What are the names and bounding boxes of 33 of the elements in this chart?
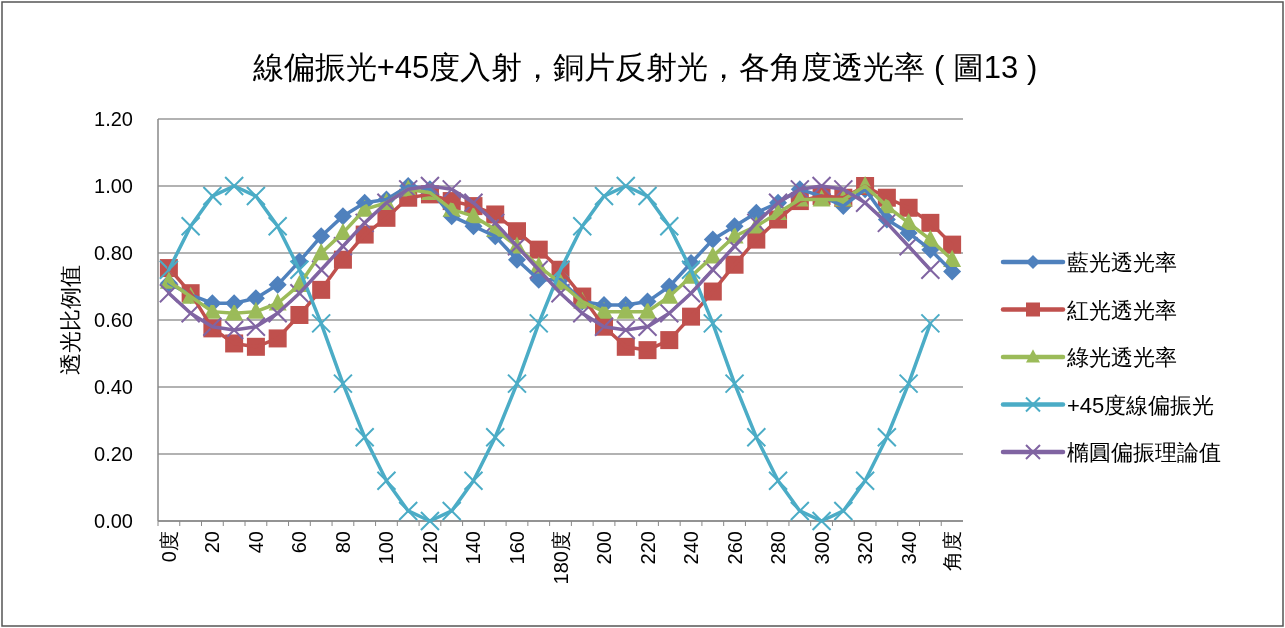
x-tick-label: 180度 [549,531,572,585]
x-tick-label: 120 [418,531,441,565]
x-tick-label: 300 [810,531,833,565]
chart-title: 線偏振光+45度入射，銅片反射光，各角度透光率 ( 圖13 ) [251,50,1038,85]
y-tick-label: 0.00 [94,510,133,532]
x-tick-label: 60 [288,531,311,554]
y-tick-label: 1.00 [94,175,133,197]
x-tick-label: 100 [375,531,398,565]
y-tick-label: 0.40 [94,376,133,398]
x-tick-label: 0度 [157,531,180,563]
legend-label: +45度線偏振光 [1067,392,1215,418]
x-tick-label: 260 [723,531,746,565]
y-tick-label: 0.60 [94,309,133,331]
x-tick-label: 320 [854,531,877,565]
legend-label: 橢圓偏振理論值 [1067,440,1221,465]
x-tick-label: 280 [767,531,790,565]
x-tick-label: 200 [593,531,616,565]
x-tick-label: 80 [331,531,354,554]
x-tick-label: 40 [244,531,267,554]
legend-label: 紅光透光率 [1067,297,1177,323]
x-tick-label: 160 [505,531,528,565]
x-tick-label: 20 [201,531,224,554]
y-axis-title: 透光比例值 [58,265,83,375]
x-tick-label: 140 [462,531,485,565]
legend-label: 藍光透光率 [1067,250,1177,275]
x-tick-label: 340 [897,531,920,565]
x-tick-label: 220 [636,531,659,565]
x-tick-label: 角度 [941,531,964,571]
x-tick-label: 240 [680,531,703,565]
y-tick-label: 0.80 [94,242,133,264]
legend-label: 綠光透光率 [1066,345,1177,370]
y-tick-label: 0.20 [94,443,133,465]
y-tick-label: 1.20 [94,108,133,130]
